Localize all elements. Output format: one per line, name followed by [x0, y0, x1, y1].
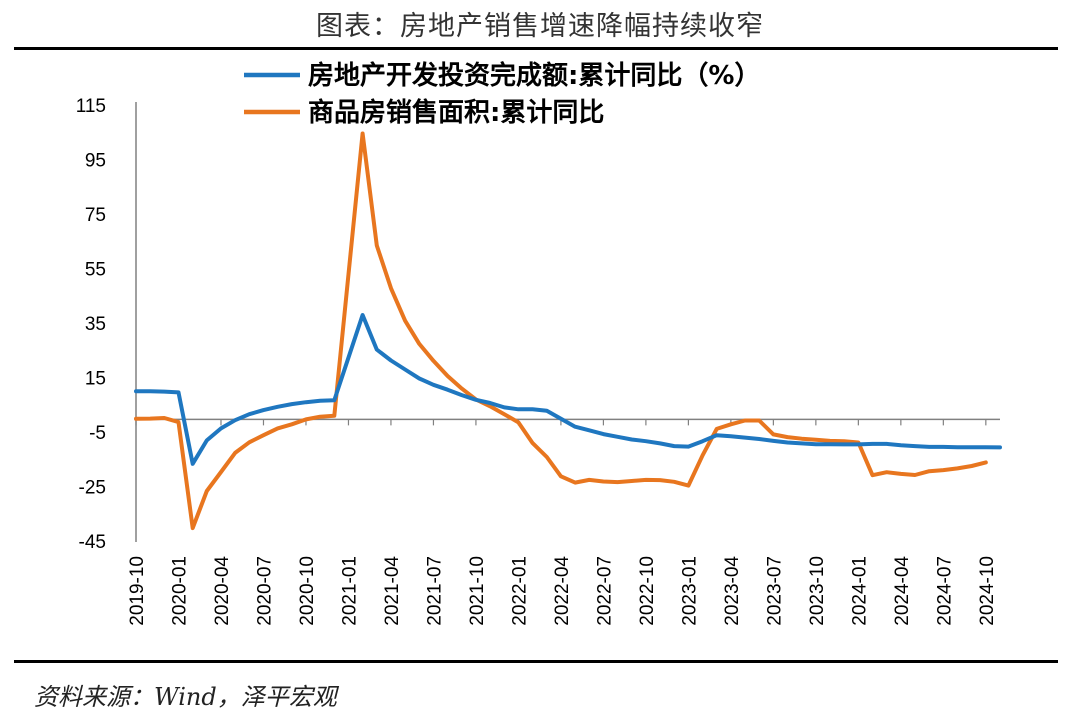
series-line: [134, 313, 1002, 466]
bottom-rule: [14, 660, 1058, 663]
x-tick-label: 2021-01: [339, 556, 360, 626]
x-tick-label: 2023-07: [764, 556, 785, 626]
y-tick-label: -25: [79, 478, 106, 499]
x-tick-label: 2024-04: [892, 556, 913, 626]
x-tick-label: 2021-10: [467, 556, 488, 626]
x-tick-label: 2023-04: [722, 556, 743, 626]
y-axis: 115 95 75 55 35 15 -5 -25 -45: [76, 96, 137, 553]
y-tick-label: -45: [79, 532, 106, 553]
x-tick-label: 2021-07: [424, 556, 445, 626]
x-tick-label: 2020-04: [212, 556, 233, 626]
top-rule: [14, 47, 1058, 50]
legend-label: 房地产开发投资完成额:累计同比（%）: [308, 60, 760, 91]
series-line: [134, 131, 988, 531]
x-tick-label: 2024-01: [849, 556, 870, 626]
legend-label: 商品房销售面积:累计同比: [308, 97, 604, 128]
x-tick-label: 2022-07: [594, 556, 615, 626]
y-tick-label: -5: [89, 423, 106, 444]
x-tick-label: 2024-07: [934, 556, 955, 626]
y-tick-label: 35: [85, 314, 106, 335]
x-tick-label: 2020-01: [169, 556, 190, 626]
x-tick-label: 2023-01: [679, 556, 700, 626]
source-note: 资料来源：Wind，泽平宏观: [34, 683, 337, 711]
x-tick-label: 2023-10: [807, 556, 828, 626]
y-tick-label: 15: [85, 369, 106, 390]
x-tick-label: 2021-04: [382, 556, 403, 626]
x-tick-label: 2022-01: [509, 556, 530, 626]
y-tick-label: 55: [85, 260, 106, 281]
x-axis: 2019-10 2020-01 2020-04 2020-07 2020-10 2021-…: [127, 418, 1000, 626]
legend: 房地产开发投资完成额:累计同比（%） 商品房销售面积:累计同比: [244, 60, 760, 128]
y-tick-label: 75: [85, 205, 106, 226]
y-tick-label: 115: [76, 96, 106, 117]
series-lines: [134, 131, 1002, 531]
x-tick-label: 2022-10: [637, 556, 658, 626]
x-tick-label: 2020-07: [254, 556, 275, 626]
x-tick-label: 2024-10: [977, 556, 998, 626]
y-tick-label: 95: [85, 151, 106, 172]
x-tick-label: 2022-04: [552, 556, 573, 626]
page-title: 图表：房地产销售增速降幅持续收窄: [316, 11, 764, 42]
x-tick-label: 2020-10: [297, 556, 318, 626]
x-tick-label: 2019-10: [127, 556, 148, 626]
